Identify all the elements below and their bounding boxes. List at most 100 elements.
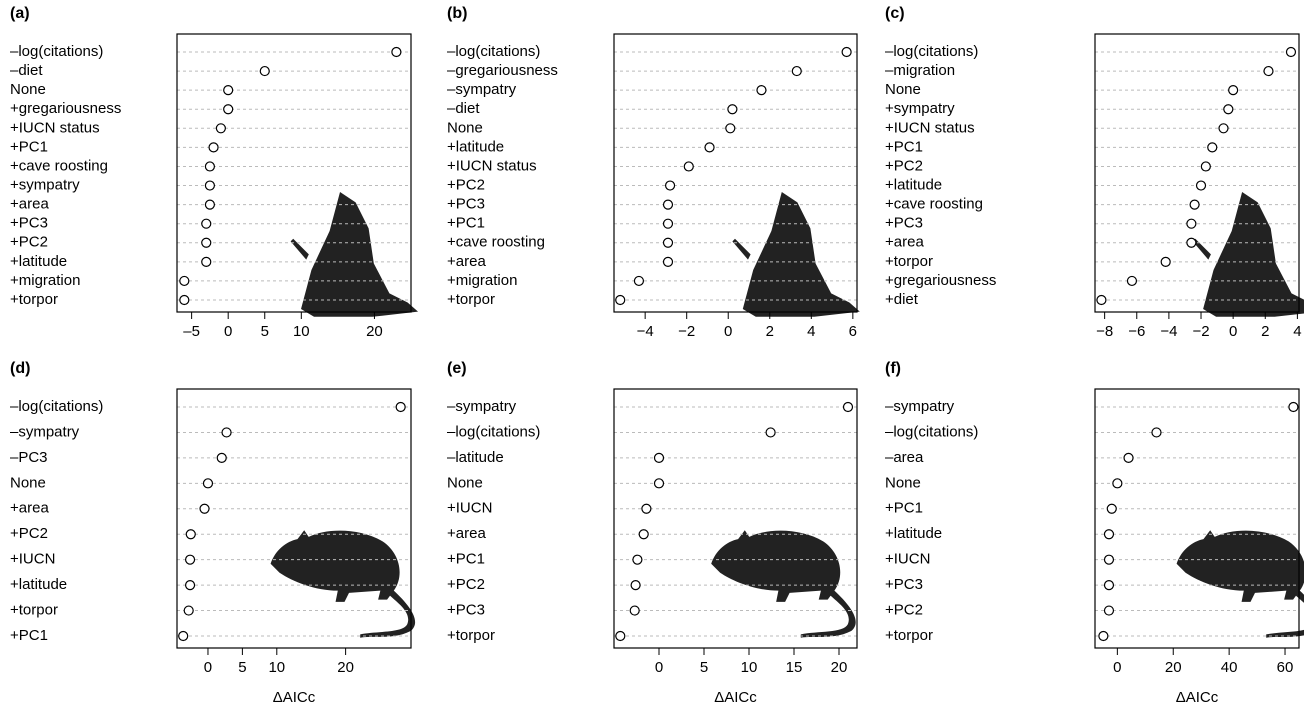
category-label: –diet — [447, 100, 480, 117]
x-tick-label: 0 — [1113, 659, 1121, 676]
dot — [841, 46, 852, 58]
dot — [215, 123, 226, 134]
dot — [1186, 237, 1197, 248]
dot — [179, 275, 190, 287]
x-tick-label: 4 — [807, 323, 815, 340]
category-label: +torpor — [447, 291, 495, 308]
dot — [638, 529, 649, 540]
dot — [683, 161, 694, 172]
dot — [664, 180, 676, 191]
dot — [1288, 401, 1299, 413]
dot — [1106, 503, 1117, 514]
panel-label: (d) — [10, 360, 30, 377]
dot — [1123, 452, 1134, 463]
dot — [1126, 275, 1138, 287]
category-label: +IUCN status — [10, 119, 100, 136]
category-label: +IUCN — [10, 551, 55, 568]
category-label: +PC1 — [885, 500, 923, 517]
category-label: +PC3 — [885, 215, 923, 232]
dot — [1103, 605, 1115, 616]
category-label: –area — [885, 449, 924, 466]
x-tick-label: −6 — [1128, 323, 1145, 340]
dot — [185, 529, 196, 540]
x-tick-label: 20 — [366, 323, 383, 340]
category-label: None — [885, 81, 921, 98]
dot — [629, 605, 640, 616]
category-label: –log(citations) — [885, 423, 978, 440]
category-label: None — [447, 474, 483, 491]
dot — [179, 294, 190, 306]
category-label: +cave roosting — [447, 234, 545, 251]
dot — [202, 478, 214, 489]
dot — [653, 452, 665, 463]
x-tick-label: 6 — [849, 323, 857, 340]
dot — [199, 503, 210, 514]
category-label: –latitude — [447, 449, 504, 466]
panel: (d) –log(citations) –sympatry –PC3 None +area… — [10, 360, 416, 706]
category-label: +PC2 — [885, 157, 923, 174]
dot — [662, 218, 674, 229]
category-label: +area — [447, 525, 486, 542]
x-tick-label: 20 — [337, 659, 354, 676]
category-label: +torpor — [885, 253, 933, 270]
x-axis-label: ΔAICc — [714, 689, 757, 705]
category-label: –sympatry — [885, 398, 955, 415]
dot — [223, 85, 234, 96]
panel-label: (a) — [10, 5, 30, 22]
dot — [615, 294, 626, 306]
category-label: +cave roosting — [10, 157, 108, 174]
dot — [662, 256, 674, 267]
dot — [201, 237, 212, 248]
category-label: +torpor — [447, 627, 495, 644]
x-tick-label: 0 — [1229, 323, 1237, 340]
dot — [1103, 580, 1115, 591]
category-label: +sympatry — [885, 100, 955, 117]
panel-label: (e) — [447, 360, 467, 377]
x-tick-label: −2 — [678, 323, 695, 340]
dot — [1103, 554, 1115, 565]
dot — [725, 123, 736, 134]
dot — [727, 104, 738, 115]
category-label: +PC3 — [885, 576, 923, 593]
panel: (b) –log(citations) –gregariousness –sympat… — [447, 5, 860, 340]
x-tick-label: 10 — [741, 659, 758, 676]
category-label: +PC3 — [447, 196, 485, 213]
silhouette — [711, 530, 856, 638]
category-label: –log(citations) — [447, 423, 540, 440]
category-label: +IUCN status — [447, 157, 537, 174]
category-label: +area — [885, 234, 924, 251]
dot — [1189, 199, 1200, 210]
panel: (c) –log(citations) –migration None +sympatr… — [885, 5, 1304, 340]
dot — [1186, 218, 1197, 229]
category-label: +IUCN status — [885, 119, 975, 136]
dot — [184, 580, 196, 591]
dot — [183, 605, 194, 616]
category-label: +latitude — [885, 525, 942, 542]
panel-label: (c) — [885, 5, 905, 22]
x-tick-label: −8 — [1096, 323, 1113, 340]
category-label: +latitude — [10, 253, 67, 270]
dot — [1195, 180, 1207, 191]
category-label: +migration — [10, 272, 80, 289]
category-label: +area — [447, 253, 486, 270]
x-tick-label: 5 — [700, 659, 708, 676]
category-label: +gregariousness — [10, 100, 121, 117]
x-tick-label: 10 — [268, 659, 285, 676]
plot-frame — [613, 388, 858, 649]
dot — [216, 452, 227, 463]
dot — [662, 199, 674, 210]
category-label: +PC2 — [10, 525, 48, 542]
category-label: –gregariousness — [447, 62, 558, 79]
category-label: –log(citations) — [10, 43, 103, 60]
dot — [632, 554, 643, 565]
dot — [201, 256, 212, 267]
category-label: –diet — [10, 62, 43, 79]
dot — [1228, 85, 1239, 96]
category-label: +PC2 — [885, 602, 923, 619]
category-label: –PC3 — [10, 449, 48, 466]
dot — [204, 199, 216, 210]
dot — [391, 46, 402, 58]
dot — [1207, 142, 1218, 153]
x-tick-label: 20 — [1165, 659, 1182, 676]
